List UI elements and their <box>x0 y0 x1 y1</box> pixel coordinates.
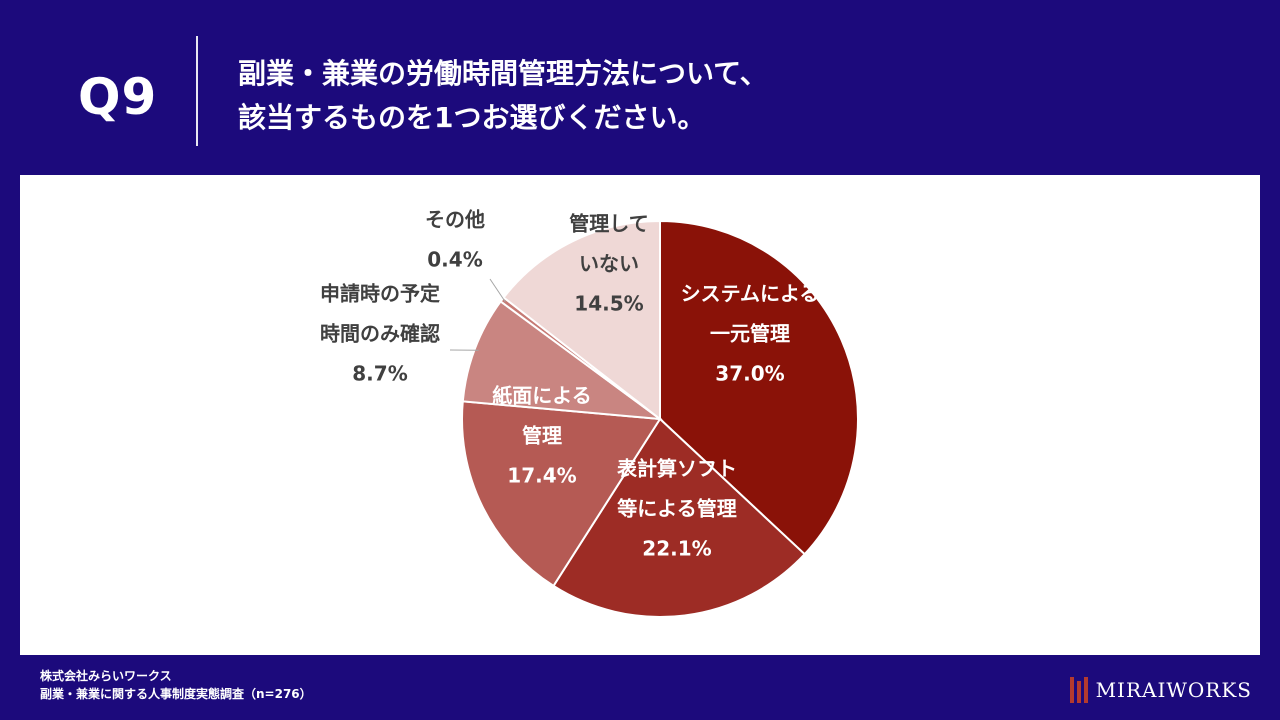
slice-value-label: 37.0% <box>715 362 784 386</box>
pie-labels: システムによる一元管理37.0%表計算ソフト等による管理22.1%紙面による管理… <box>320 208 819 561</box>
slice-value-label: 0.4% <box>427 248 482 272</box>
chart-panel: システムによる 一元管理 37.0% 表計算ソフト 等による管理 22.1% 紙面による 管理… <box>20 175 1260 655</box>
brand-name: MIRAIWORKS <box>1095 678 1252 702</box>
slice-category-label: 表計算ソフト <box>617 457 737 481</box>
pie-slice <box>502 219 661 422</box>
slice-value-label: 17.4% <box>507 464 576 488</box>
slice-value-label: 8.7% <box>352 362 407 386</box>
pie-slice <box>461 300 664 421</box>
brand-mark-icon <box>1069 677 1088 703</box>
pie-slices <box>461 219 859 618</box>
slice-category-label: 管理 <box>522 424 562 448</box>
slice-value-label: 14.5% <box>574 292 643 316</box>
footer-company: 株式会社みらいワークス <box>40 669 172 683</box>
leader-line <box>489 278 506 303</box>
question-line-2: 該当するものを1つお選びください。 <box>238 101 706 134</box>
slice-category-label: 一元管理 <box>710 322 790 346</box>
slice-category-label: 管理して <box>569 212 648 236</box>
question-title: 副業・兼業の労働時間管理方法について、 該当するものを1つお選びください。 <box>238 52 998 140</box>
slice-category-label: システムによる <box>681 282 820 306</box>
pie-slice <box>552 417 807 618</box>
pie-slice <box>461 400 662 588</box>
pie-slice <box>659 219 859 556</box>
brand-logo: MIRAIWORKS <box>1069 676 1252 704</box>
question-number: Q9 <box>78 68 158 126</box>
slice-category-label: その他 <box>425 208 485 232</box>
pie-chart: システムによる一元管理37.0%表計算ソフト等による管理22.1%紙面による管理… <box>320 208 859 618</box>
pie-leader-lines <box>449 278 506 351</box>
slice-category-label: 申請時の予定 <box>320 282 440 306</box>
slice-category-label: 等による管理 <box>617 497 736 521</box>
question-line-1: 副業・兼業の労働時間管理方法について、 <box>238 57 768 90</box>
slice-category-label: 時間のみ確認 <box>320 322 440 346</box>
slice-value-label: 22.1% <box>642 537 711 561</box>
slice-category-label: いない <box>579 252 639 276</box>
footer-source: 株式会社みらいワークス 副業・兼業に関する人事制度実態調査（n=276） <box>40 667 312 703</box>
footer-survey: 副業・兼業に関する人事制度実態調査（n=276） <box>40 687 312 701</box>
slice-category-label: 紙面による <box>492 384 591 408</box>
header-divider <box>196 36 198 146</box>
